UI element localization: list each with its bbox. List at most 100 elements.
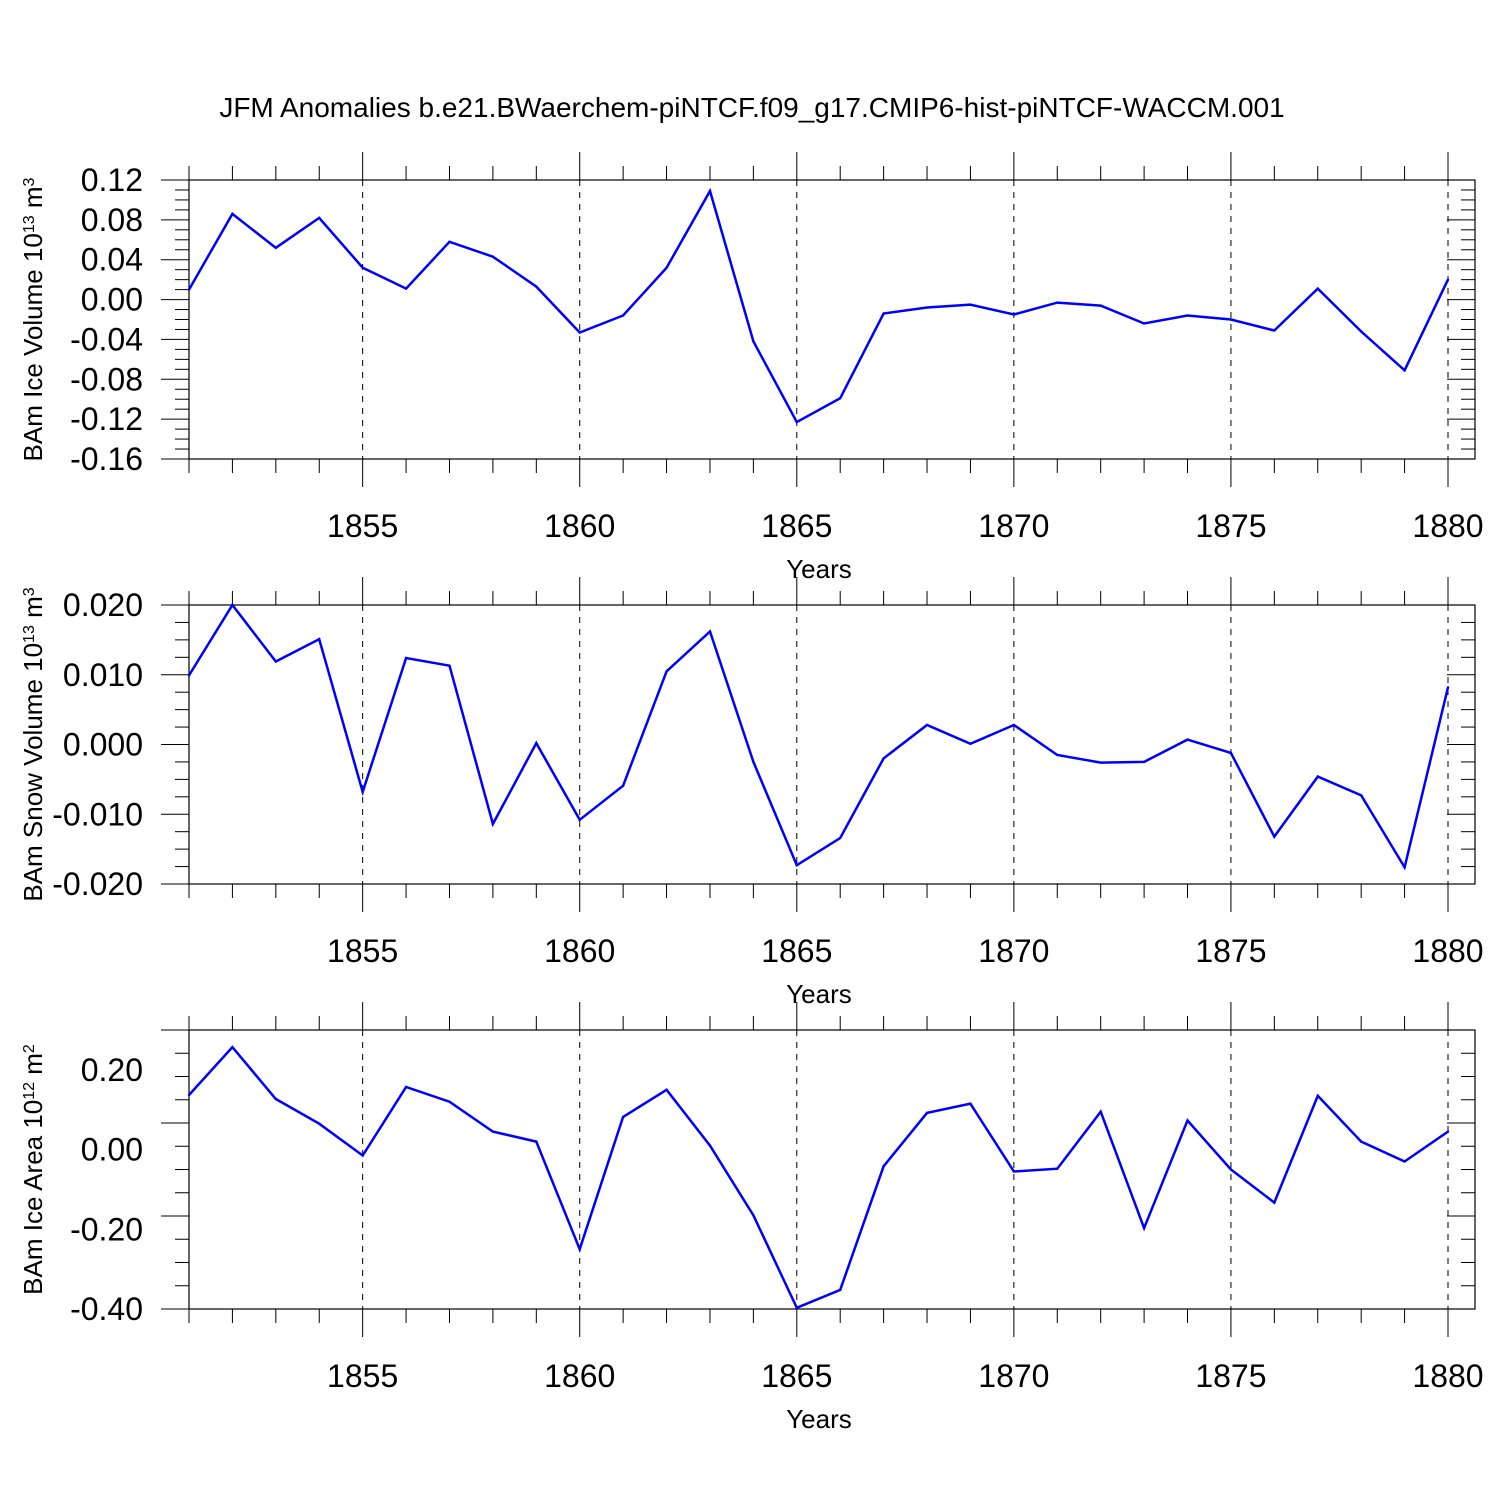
data-point <box>491 1130 495 1133</box>
x-tick-label: 1880 <box>1412 1358 1483 1394</box>
data-point <box>882 312 885 315</box>
data-point <box>318 216 321 220</box>
data-point <box>795 1306 798 1310</box>
data-point <box>318 637 321 641</box>
data-point <box>1316 775 1319 778</box>
data-point <box>318 1122 321 1125</box>
y-axis-label: BAm Ice Volume 1013 m3 <box>18 177 48 461</box>
x-tick-label: 1855 <box>327 1358 398 1394</box>
data-point <box>1446 1130 1450 1133</box>
data-point <box>708 189 712 193</box>
data-point <box>404 1085 408 1089</box>
data-point <box>1142 322 1146 325</box>
data-point <box>1142 1226 1146 1230</box>
y-tick-label: -0.20 <box>70 1211 143 1247</box>
x-axis-label: Years <box>786 554 852 584</box>
data-point <box>1359 794 1363 797</box>
data-point <box>708 630 712 633</box>
y-tick-label: -0.16 <box>70 441 143 477</box>
x-tick-label: 1875 <box>1195 1358 1266 1394</box>
data-point <box>665 1088 668 1091</box>
y-tick-label: -0.04 <box>70 321 143 357</box>
data-point <box>187 288 191 291</box>
data-point <box>925 723 929 727</box>
data-point <box>839 836 842 840</box>
y-tick-label: -0.020 <box>52 866 143 902</box>
data-point <box>1403 369 1406 372</box>
x-tick-label: 1860 <box>544 508 615 544</box>
data-point <box>925 1111 929 1115</box>
data-point <box>1099 1110 1102 1113</box>
data-point <box>1316 1094 1319 1097</box>
data-point <box>404 287 408 290</box>
data-point <box>274 246 278 249</box>
x-tick-label: 1875 <box>1195 508 1266 544</box>
data-point <box>1099 761 1102 764</box>
x-tick-label: 1875 <box>1195 933 1266 969</box>
data-point <box>404 656 408 660</box>
y-axis-label: BAm Snow Volume 1013 m3 <box>18 587 48 901</box>
y-tick-label: -0.12 <box>70 401 143 437</box>
data-point <box>621 784 625 787</box>
data-point <box>1446 686 1450 689</box>
x-tick-label: 1870 <box>978 933 1049 969</box>
chart-title: JFM Anomalies b.e21.BWaerchem-piNTCF.f09… <box>219 92 1284 123</box>
data-point <box>1316 287 1319 290</box>
y-tick-label: -0.40 <box>70 1291 143 1327</box>
data-point <box>795 863 798 867</box>
x-tick-label: 1860 <box>544 933 615 969</box>
x-tick-label: 1855 <box>327 508 398 544</box>
data-point <box>752 1214 755 1217</box>
data-point <box>448 1100 451 1103</box>
panel-2: 0.020 0.010 0.000 -0.010 -0.020 1855 1860 1865 1… <box>18 577 1484 1009</box>
data-point <box>1229 751 1233 755</box>
data-point <box>491 255 495 258</box>
data-point <box>448 664 451 667</box>
y-tick-label: -0.08 <box>70 361 143 397</box>
data-point <box>274 1097 278 1101</box>
series-line <box>188 1045 1449 1310</box>
y-axis-label: BAm Ice Area 1012 m2 <box>18 1044 48 1295</box>
x-axis-label: Years <box>786 1404 852 1434</box>
data-point <box>621 314 625 317</box>
data-point <box>1056 301 1059 304</box>
data-point <box>1273 835 1276 838</box>
data-point <box>535 741 538 745</box>
data-point <box>1403 1160 1406 1163</box>
panel-1: 0.12 0.08 0.04 0.00-0.04 -0.08 -0.12 -0.16 1855… <box>18 152 1484 584</box>
data-point <box>1012 1170 1016 1173</box>
data-point <box>187 1093 191 1097</box>
data-point <box>578 331 581 334</box>
data-point <box>839 397 842 400</box>
data-point <box>752 340 755 343</box>
y-tick-label: 0.00 <box>81 282 143 318</box>
y-tick-label: -0.010 <box>52 796 143 832</box>
x-tick-label: 1880 <box>1412 933 1483 969</box>
plot-frame <box>188 1029 1476 1310</box>
y-tick-label: 0.000 <box>63 727 143 763</box>
data-point <box>1229 318 1233 321</box>
x-tick-label: 1865 <box>761 1358 832 1394</box>
y-tick-label: 0.04 <box>81 242 143 278</box>
data-point <box>1099 304 1102 307</box>
series-line <box>187 187 1450 424</box>
data-point <box>1273 329 1276 332</box>
y-tick-label: 0.020 <box>63 587 143 623</box>
data-point <box>1012 313 1016 316</box>
data-point <box>535 285 538 288</box>
data-point <box>1273 1201 1276 1204</box>
data-point <box>1229 1168 1233 1171</box>
y-tick-label: 0.00 <box>81 1132 143 1168</box>
y-tick-label: 0.20 <box>81 1052 143 1088</box>
data-point <box>361 1154 364 1157</box>
x-tick-label: 1865 <box>761 933 832 969</box>
data-point <box>708 1144 712 1147</box>
data-point <box>1403 866 1406 869</box>
plot-frame <box>188 179 1476 460</box>
data-point <box>231 1045 234 1049</box>
data-point <box>925 306 929 309</box>
x-axis-label: Years <box>786 979 852 1009</box>
data-point <box>1446 278 1450 281</box>
x-tick-label: 1870 <box>978 508 1049 544</box>
data-point <box>448 240 451 243</box>
